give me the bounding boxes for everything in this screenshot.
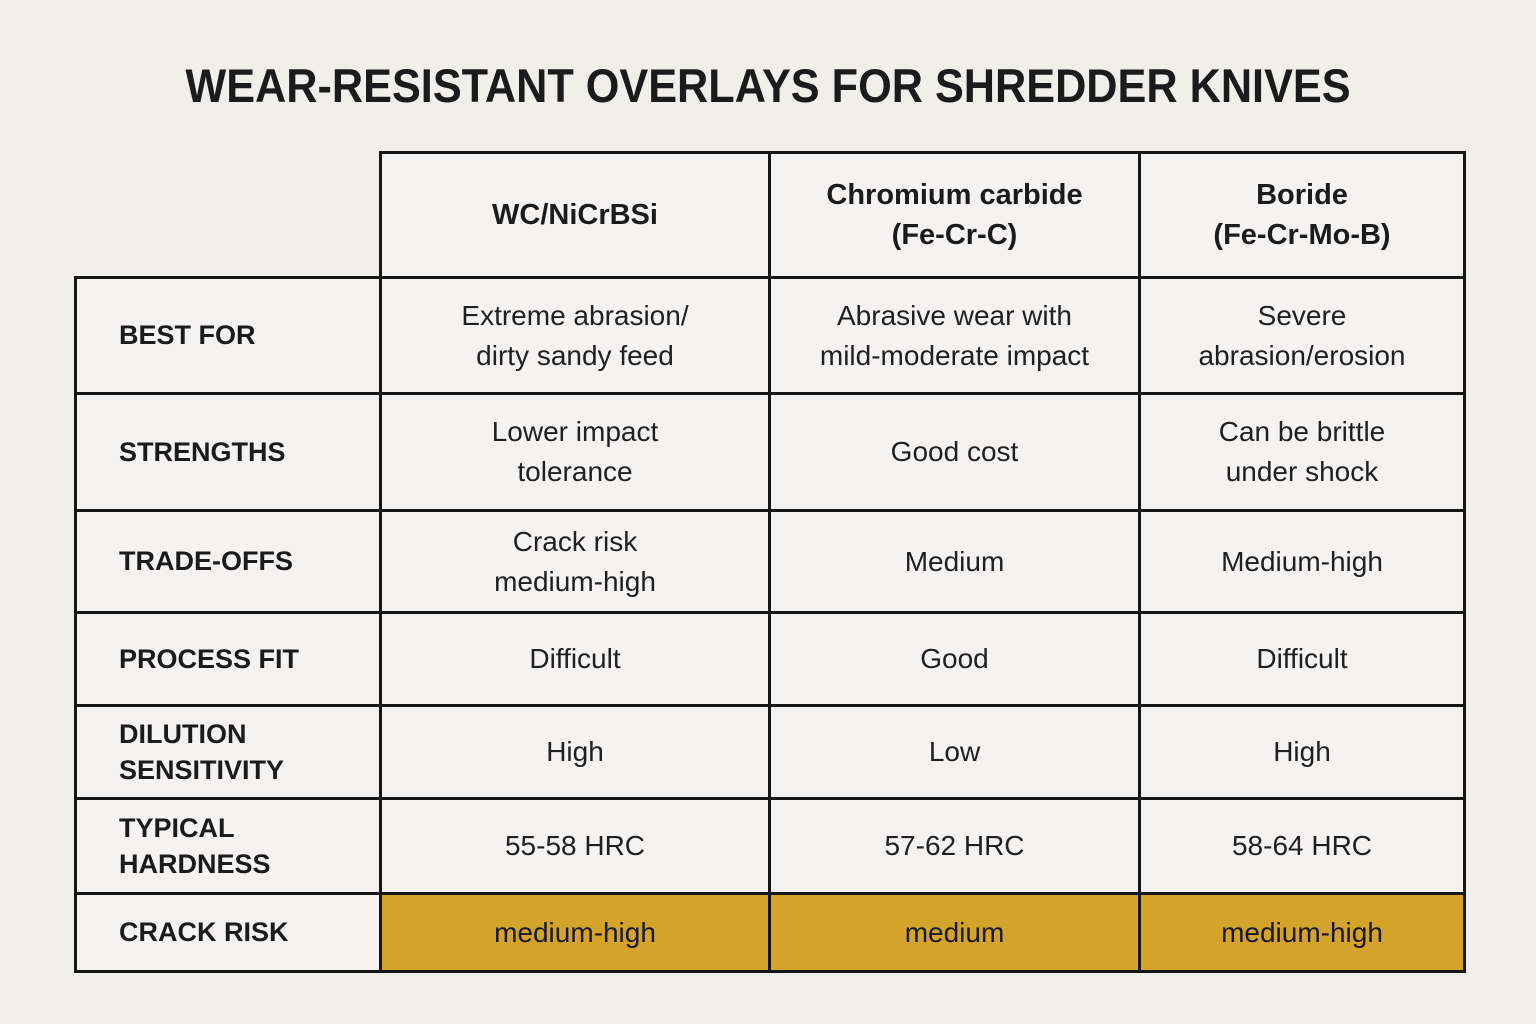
table-row-trade-offs: TRADE-OFFS Crack risk medium-high Medium…	[74, 509, 1466, 614]
table-cell: Severe abrasion/erosion	[1138, 276, 1466, 395]
table-cell: Medium	[768, 509, 1141, 614]
header-row: WC/NiCrBSi Chromium carbide (Fe-Cr-C) Bo…	[76, 151, 1466, 279]
crack-risk-highlight-cell: medium	[768, 892, 1141, 973]
table-cell: Good cost	[768, 392, 1141, 512]
table-cell: Low	[768, 704, 1141, 800]
table-cell: 55-58 HRC	[379, 797, 771, 895]
table-row-dilution-sensitivity: DILUTION SENSITIVITY High Low High	[74, 704, 1466, 800]
row-label-dilution-sensitivity: DILUTION SENSITIVITY	[74, 704, 382, 800]
column-header-boride: Boride (Fe-Cr-Mo-B)	[1138, 151, 1466, 279]
table-cell: 58-64 HRC	[1138, 797, 1466, 895]
table-cell: Difficult	[379, 611, 771, 707]
table-cell: Difficult	[1138, 611, 1466, 707]
table-cell: Abrasive wear with mild-moderate impact	[768, 276, 1141, 395]
table-row-crack-risk: CRACK RISK medium-high medium medium-hig…	[74, 892, 1466, 973]
comparison-table: WC/NiCrBSi Chromium carbide (Fe-Cr-C) Bo…	[74, 151, 1466, 973]
table-cell: Extreme abrasion/ dirty sandy feed	[379, 276, 771, 395]
table-cell: Medium-high	[1138, 509, 1466, 614]
table-row-process-fit: PROCESS FIT Difficult Good Difficult	[74, 611, 1466, 707]
table-row-best-for: BEST FOR Extreme abrasion/ dirty sandy f…	[74, 276, 1466, 395]
column-header-chromium-carbide: Chromium carbide (Fe-Cr-C)	[768, 151, 1141, 279]
table-row-strengths: STRENGTHS Lower impact tolerance Good co…	[74, 392, 1466, 512]
page-title: WEAR-RESISTANT OVERLAYS FOR SHREDDER KNI…	[185, 59, 1351, 112]
empty-corner-cell	[76, 153, 381, 278]
table-row-typical-hardness: TYPICAL HARDNESS 55-58 HRC 57-62 HRC 58-…	[74, 797, 1466, 895]
row-label-best-for: BEST FOR	[74, 276, 382, 395]
row-label-strengths: STRENGTHS	[74, 392, 382, 512]
column-header-wc-nicrbsi: WC/NiCrBSi	[379, 151, 771, 279]
row-label-process-fit: PROCESS FIT	[74, 611, 382, 707]
table-cell: Crack risk medium-high	[379, 509, 771, 614]
row-label-crack-risk: CRACK RISK	[74, 892, 382, 973]
crack-risk-highlight-cell: medium-high	[1138, 892, 1466, 973]
table-cell: High	[1138, 704, 1466, 800]
row-label-trade-offs: TRADE-OFFS	[74, 509, 382, 614]
table-cell: Lower impact tolerance	[379, 392, 771, 512]
table-cell: High	[379, 704, 771, 800]
row-label-typical-hardness: TYPICAL HARDNESS	[74, 797, 382, 895]
table-cell: Good	[768, 611, 1141, 707]
table-cell: Can be brittle under shock	[1138, 392, 1466, 512]
table-cell: 57-62 HRC	[768, 797, 1141, 895]
crack-risk-highlight-cell: medium-high	[379, 892, 771, 973]
